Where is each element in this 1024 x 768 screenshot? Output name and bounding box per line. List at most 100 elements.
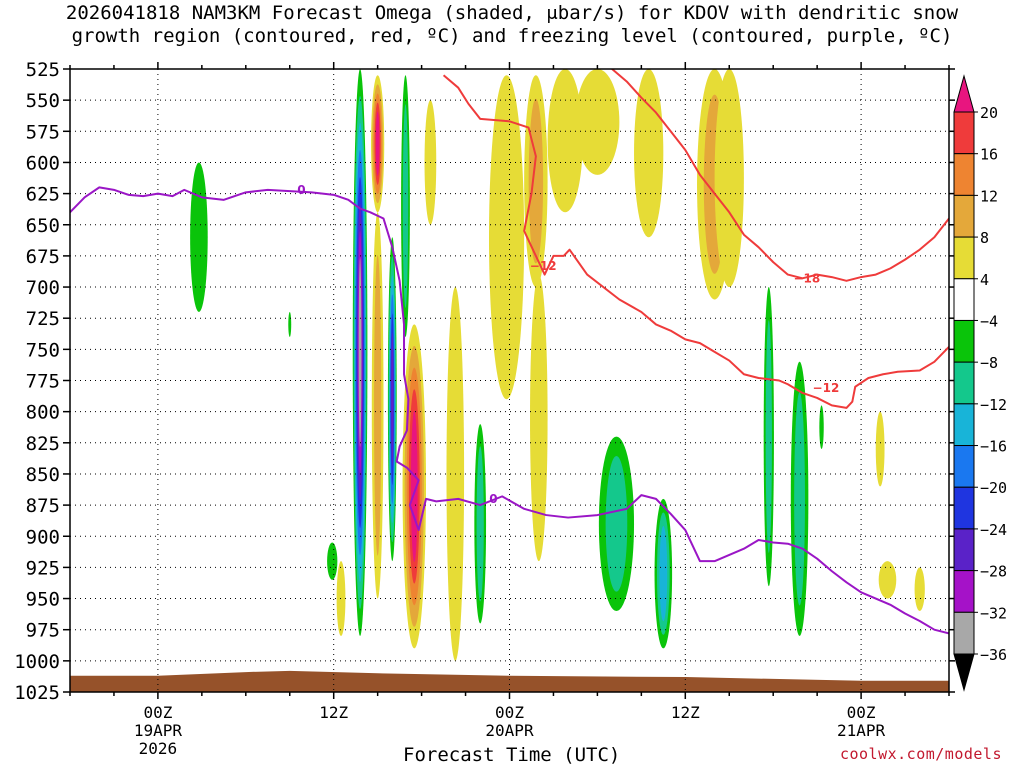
omega-cell — [402, 104, 409, 308]
colorbar-label: 16 — [980, 146, 998, 164]
colorbar-label: −16 — [980, 438, 1007, 456]
x-tick-label: 00Z — [495, 703, 524, 722]
omega-cell — [476, 446, 484, 602]
colorbar-label: 8 — [980, 229, 989, 247]
colorbar-label: 12 — [980, 187, 998, 205]
y-tick-label: 950 — [26, 589, 60, 611]
x-tick-label: 00Z — [143, 703, 172, 722]
omega-cell — [530, 274, 548, 562]
title-line-2: growth region (contoured, red, ºC) and f… — [71, 25, 953, 47]
x-tick-label: 00Z — [847, 703, 876, 722]
omega-cell — [605, 455, 628, 592]
contour-label: −12 — [530, 259, 557, 273]
colorbar-swatch — [953, 528, 975, 572]
omega-cell — [794, 392, 805, 606]
contour-line — [442, 74, 949, 409]
y-tick-label: 575 — [26, 121, 60, 143]
colorbar-swatch — [953, 236, 975, 280]
omega-cell — [336, 561, 346, 636]
y-tick-label: 875 — [26, 495, 60, 517]
y-tick-label: 800 — [26, 402, 60, 424]
x-tick-label: 12Z — [319, 703, 348, 722]
x-tick-label: 12Z — [671, 703, 700, 722]
colorbar: 20 16 12 8 4 −4 −8 −12 −16 −20 −24 −28 −32 −36 — [953, 74, 1007, 692]
colorbar-swatch — [953, 403, 975, 447]
colorbar-label: −12 — [980, 396, 1007, 414]
x-tick-label: 2026 — [139, 739, 178, 758]
colorbar-swatch — [953, 486, 975, 530]
colorbar-label: −28 — [980, 563, 1007, 581]
contour-label: −12 — [813, 381, 840, 395]
y-tick-label: 550 — [26, 90, 60, 112]
y-tick-label: 775 — [26, 371, 60, 393]
colorbar-swatch — [953, 194, 975, 238]
omega-cell — [288, 311, 292, 337]
chart-title: 2026041818 NAM3KM Forecast Omega (shaded… — [0, 2, 1024, 48]
omega-cell — [374, 255, 382, 556]
y-tick-label: 850 — [26, 464, 60, 486]
colorbar-swatch — [953, 319, 975, 363]
colorbar-swatch — [953, 111, 975, 155]
omega-cell — [547, 69, 583, 213]
colorbar-arrow-bottom — [953, 653, 975, 692]
axes: 525 550 575 600 625 650 675 700 725 750 775 800 825 8… — [14, 59, 955, 758]
y-tick-label: 925 — [26, 557, 60, 579]
colorbar-label: −32 — [980, 604, 1007, 622]
omega-cell — [878, 561, 897, 599]
colorbar-label: −36 — [980, 646, 1007, 664]
y-tick-label: 700 — [26, 277, 60, 299]
plot-overlay: 0 0 −12 −12 −18 — [70, 69, 949, 692]
omega-cell — [375, 111, 380, 176]
y-tick-label: 825 — [26, 433, 60, 455]
colorbar-label: −8 — [980, 354, 998, 372]
omega-cell — [575, 69, 620, 175]
y-tick-label: 675 — [26, 246, 60, 268]
colorbar-swatch — [953, 361, 975, 405]
y-tick-label: 650 — [26, 215, 60, 237]
y-tick-label: 525 — [26, 59, 60, 81]
contour-label: −18 — [794, 271, 821, 285]
omega-cell — [765, 320, 772, 553]
y-tick-label: 900 — [26, 526, 60, 548]
colorbar-label: 20 — [980, 104, 998, 122]
x-tick-label: 19APR — [134, 721, 183, 740]
x-tick-label: 21APR — [837, 721, 886, 740]
omega-cell — [190, 162, 208, 312]
contour-label: 0 — [489, 492, 497, 506]
y-tick-label: 1000 — [14, 651, 60, 673]
omega-cell — [714, 69, 744, 288]
colorbar-swatch — [953, 570, 975, 613]
colorbar-swatch — [953, 445, 975, 488]
y-tick-label: 975 — [26, 620, 60, 642]
colorbar-label: −20 — [980, 479, 1007, 497]
colorbar-label: −24 — [980, 521, 1007, 539]
omega-cell — [819, 405, 824, 450]
terrain — [70, 670, 949, 692]
omega-cell — [875, 411, 885, 487]
omega-cell — [528, 98, 544, 264]
x-tick-label: 20APR — [485, 721, 534, 740]
colorbar-arrow-top — [953, 74, 975, 113]
colorbar-label: 4 — [980, 271, 989, 289]
contour-label: 0 — [297, 183, 305, 197]
y-tick-label: 725 — [26, 308, 60, 330]
y-tick-label: 600 — [26, 152, 60, 174]
omega-cell — [327, 542, 338, 580]
x-axis-title: Forecast Time (UTC) — [403, 744, 621, 766]
omega-cell — [391, 332, 394, 466]
y-tick-label: 625 — [26, 184, 60, 206]
omega-cell — [634, 69, 664, 238]
colorbar-swatch — [953, 153, 975, 196]
colorbar-swatch — [953, 611, 975, 655]
contour-line — [611, 69, 949, 282]
omega-cell — [358, 257, 362, 447]
colorbar-swatch — [953, 278, 975, 321]
omega-cell — [659, 526, 668, 622]
contour-line — [70, 186, 949, 635]
y-tick-label: 1025 — [14, 682, 60, 704]
y-tick-label: 750 — [26, 339, 60, 361]
omega-cell — [914, 567, 925, 612]
credit-link[interactable]: coolwx.com/models — [839, 745, 1002, 763]
title-line-1: 2026041818 NAM3KM Forecast Omega (shaded… — [65, 2, 959, 24]
